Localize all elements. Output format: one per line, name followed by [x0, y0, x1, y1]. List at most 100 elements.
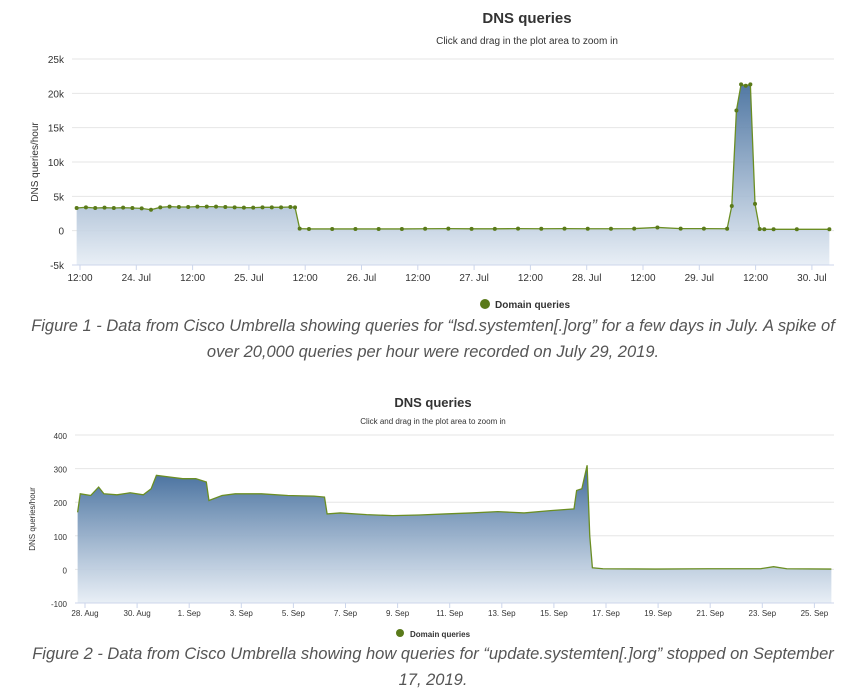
data-point — [739, 82, 744, 87]
x-tick-label: 15. Sep — [540, 609, 568, 618]
x-tick-label: 12:00 — [743, 273, 768, 284]
y-axis-label: DNS queries/hour — [30, 122, 41, 202]
legend-marker — [396, 629, 404, 637]
chart-2-svg: DNS queries Click and drag in the plot ar… — [28, 395, 834, 639]
x-tick-label: 11. Sep — [436, 609, 464, 618]
series-line — [76, 465, 832, 570]
data-point — [743, 83, 748, 88]
x-tick-label: 12:00 — [293, 273, 318, 284]
data-point — [102, 205, 107, 210]
data-point — [757, 226, 762, 231]
chart-subtitle: Click and drag in the plot area to zoom … — [360, 417, 505, 426]
data-point — [130, 206, 135, 211]
data-point — [492, 226, 497, 231]
x-tick-label: 30. Aug — [124, 609, 151, 618]
data-point — [139, 206, 144, 211]
data-point — [762, 227, 767, 232]
data-point — [734, 108, 739, 113]
y-tick-label: 0 — [63, 566, 68, 575]
data-point — [678, 226, 683, 231]
y-tick-label: 10k — [48, 158, 65, 169]
data-point — [539, 226, 544, 231]
legend-label: Domain queries — [410, 630, 471, 639]
y-tick-label: 300 — [54, 466, 68, 475]
x-tick-label: 30. Jul — [797, 273, 826, 284]
chart-title: DNS queries — [394, 395, 471, 410]
data-point — [753, 201, 758, 206]
x-tick-label: 28. Jul — [572, 273, 601, 284]
data-point — [306, 226, 311, 231]
data-point — [399, 226, 404, 231]
x-tick-label: 12:00 — [405, 273, 430, 284]
data-point — [608, 226, 613, 231]
data-point — [121, 205, 126, 210]
y-tick-label: 25k — [48, 55, 65, 66]
y-tick-label: 5k — [53, 192, 65, 203]
data-point — [214, 204, 219, 209]
data-point — [655, 225, 660, 230]
data-point — [585, 226, 590, 231]
x-tick-label: 12:00 — [630, 273, 655, 284]
series-area — [76, 84, 830, 265]
data-point — [148, 207, 153, 212]
data-point — [167, 204, 172, 209]
data-point — [729, 203, 734, 208]
data-point — [251, 205, 256, 210]
figure-2-caption: Figure 2 - Data from Cisco Umbrella show… — [32, 645, 834, 689]
chart-2: DNS queries Click and drag in the plot ar… — [0, 388, 866, 646]
x-tick-label: 25. Jul — [234, 273, 263, 284]
x-tick-label: 5. Sep — [282, 609, 306, 618]
x-tick-label: 13. Sep — [488, 609, 516, 618]
x-tick-label: 29. Jul — [685, 273, 714, 284]
data-point — [516, 226, 521, 231]
chart-1-svg: DNS queries Click and drag in the plot ar… — [30, 10, 834, 311]
data-point — [74, 206, 79, 211]
data-point — [353, 226, 358, 231]
data-point — [195, 204, 200, 209]
x-tick-label: 1. Sep — [178, 609, 202, 618]
data-point — [293, 205, 298, 210]
x-tick-label: 23. Sep — [749, 609, 777, 618]
data-point — [701, 226, 706, 231]
figure-1-caption: Figure 1 - Data from Cisco Umbrella show… — [31, 317, 835, 361]
data-point — [446, 226, 451, 231]
data-point — [241, 205, 246, 210]
data-point — [269, 205, 274, 210]
data-point — [93, 206, 98, 211]
data-point — [794, 227, 799, 232]
data-point — [469, 226, 474, 231]
y-tick-label: 200 — [54, 499, 68, 508]
x-tick-label: 17. Sep — [592, 609, 620, 618]
data-point — [423, 226, 428, 231]
y-tick-label: 100 — [54, 533, 68, 542]
x-tick-label: 28. Aug — [71, 609, 98, 618]
data-point — [186, 204, 191, 209]
y-tick-label: 0 — [58, 227, 64, 238]
x-tick-label: 12:00 — [67, 273, 92, 284]
data-point — [297, 226, 302, 231]
x-tick-label: 26. Jul — [347, 273, 376, 284]
y-tick-label: 400 — [54, 432, 68, 441]
x-tick-label: 9. Sep — [386, 609, 410, 618]
y-tick-label: -5k — [50, 261, 65, 272]
series-area — [77, 465, 832, 603]
x-tick-label: 3. Sep — [230, 609, 254, 618]
data-point — [83, 205, 88, 210]
data-point — [260, 205, 265, 210]
x-tick-label: 12:00 — [518, 273, 543, 284]
data-point — [330, 226, 335, 231]
data-point — [376, 226, 381, 231]
y-axis-label: DNS queries/hour — [28, 487, 37, 551]
chart-subtitle: Click and drag in the plot area to zoom … — [436, 36, 618, 47]
data-point — [632, 226, 637, 231]
data-point — [748, 82, 753, 87]
data-point — [288, 204, 293, 209]
y-tick-label: 15k — [48, 124, 65, 135]
x-tick-label: 24. Jul — [122, 273, 151, 284]
data-point — [279, 205, 284, 210]
x-tick-label: 12:00 — [180, 273, 205, 284]
y-tick-label: 20k — [48, 89, 65, 100]
legend-label: Domain queries — [495, 300, 570, 310]
data-point — [223, 204, 228, 209]
chart-1: DNS queries Click and drag in the plot ar… — [0, 0, 866, 311]
